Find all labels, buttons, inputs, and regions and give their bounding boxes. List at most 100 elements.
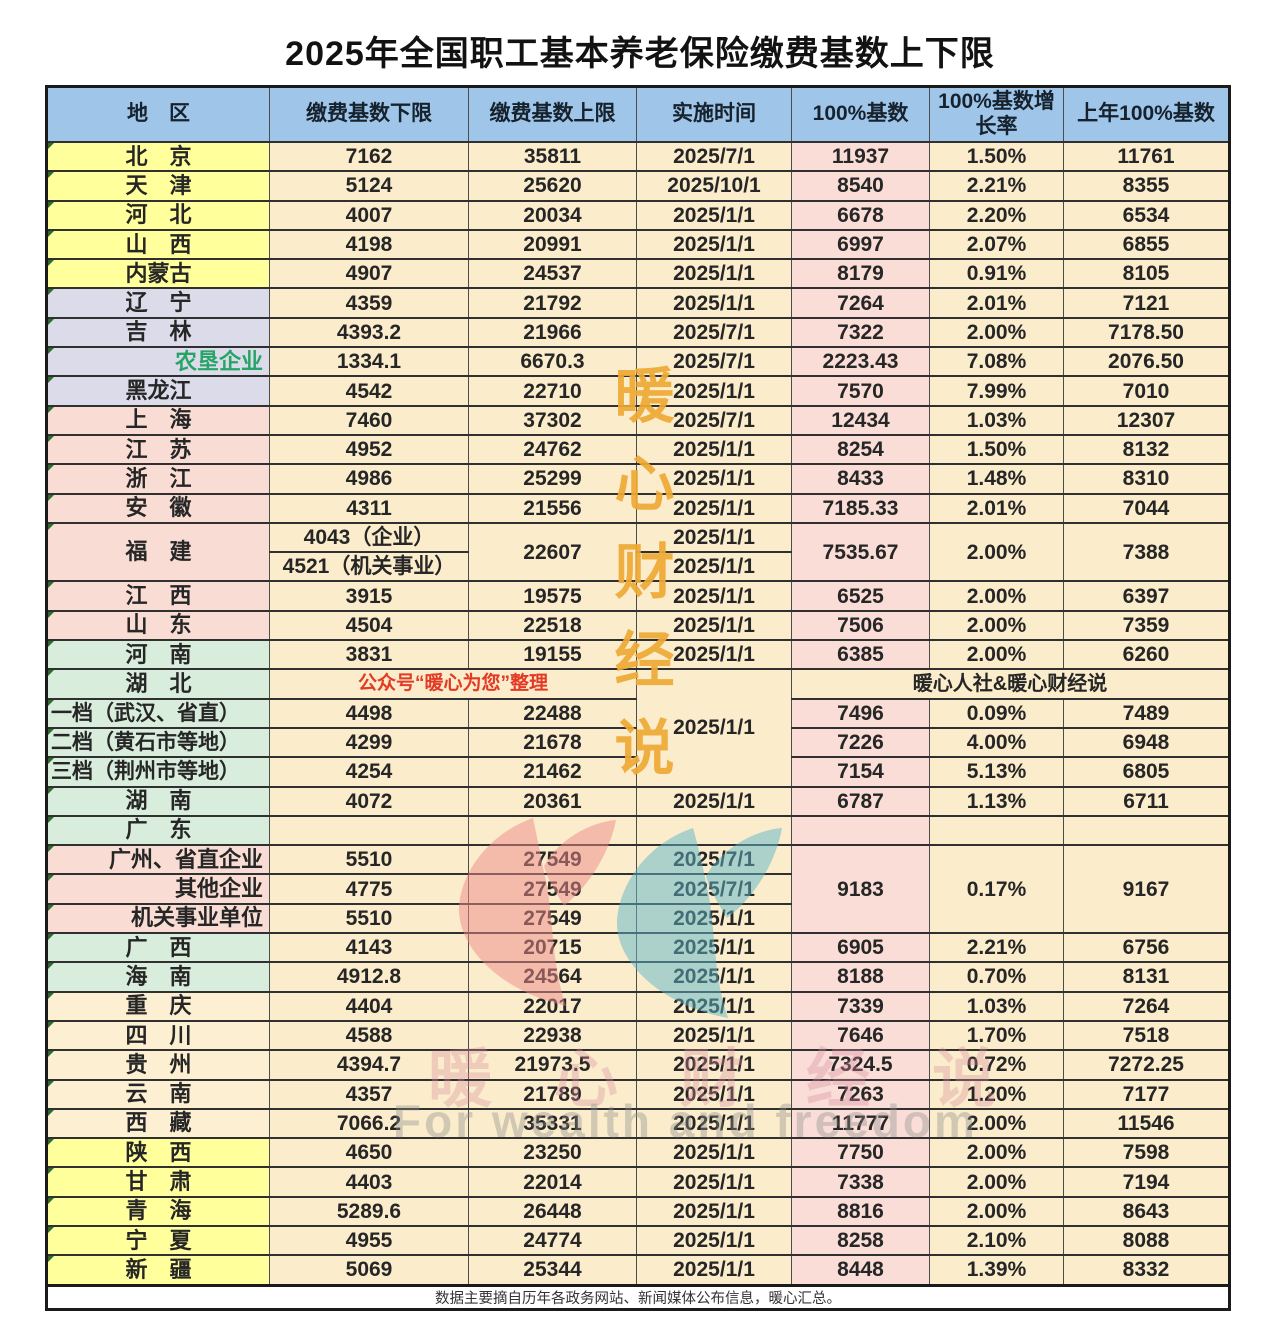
- header-region: 地 区: [46, 85, 270, 143]
- value-cell: 8188: [791, 961, 930, 993]
- value-cell: 4403: [269, 1166, 469, 1198]
- value-cell: 24762: [468, 433, 637, 466]
- region-cell: 江 苏: [46, 433, 270, 466]
- value-cell: 8540: [791, 170, 930, 202]
- region-cell: 新 疆: [46, 1254, 270, 1287]
- value-cell: 2025/7/1: [636, 140, 792, 173]
- value-cell: 5124: [269, 170, 469, 202]
- table-body: 北 京 7162 35811 2025/7/1 11937 1.50% 11761 天 津 51…: [46, 140, 1230, 1287]
- value-cell: 4393.2: [269, 316, 469, 349]
- value-cell: 4504: [269, 609, 469, 642]
- value-cell: 8355: [1063, 170, 1230, 202]
- value-cell: 7178.50: [1063, 316, 1230, 349]
- value-cell: 7121: [1063, 287, 1230, 319]
- value-cell: 6525: [791, 580, 930, 612]
- value-cell: 7264: [791, 287, 930, 319]
- value-cell: 6756: [1063, 932, 1230, 964]
- value-cell: 8258: [791, 1224, 930, 1257]
- value-cell: 4907: [269, 258, 469, 290]
- value-cell: [791, 814, 930, 847]
- region-cell: 湖 北: [46, 668, 270, 700]
- value-cell: 2025/1/1: [636, 287, 792, 319]
- value-cell: 2025/1/1: [636, 551, 792, 583]
- value-cell: 4043（企业）: [269, 521, 469, 554]
- table-row: 山 东 4504 22518 2025/1/1 7506 2.00% 7359: [46, 609, 1230, 642]
- value-cell: 2.00%: [929, 1166, 1064, 1198]
- table-row: 一档（武汉、省直） 4498 22488 7496 0.09% 7489: [46, 697, 1230, 729]
- value-cell: 2025/1/1: [636, 433, 792, 466]
- region-cell: 广 东: [46, 814, 270, 847]
- table-row: 二档（黄石市等地） 4299 21678 7226 4.00% 6948: [46, 726, 1230, 759]
- value-cell: 27549: [468, 902, 637, 935]
- table-row: 黑龙江 4542 22710 2025/1/1 7570 7.99% 7010: [46, 375, 1230, 407]
- table-row: 浙 江 4986 25299 2025/1/1 8433 1.48% 8310: [46, 463, 1230, 495]
- value-cell: 7.99%: [929, 375, 1064, 407]
- value-cell: 2025/1/1: [636, 1107, 792, 1140]
- table-row: 贵 州 4394.7 21973.5 2025/1/1 7324.5 0.72% 7272.…: [46, 1049, 1230, 1081]
- region-cell: 四 川: [46, 1019, 270, 1052]
- value-cell: 8816: [791, 1195, 930, 1227]
- value-cell: 2025/1/1: [636, 1195, 792, 1227]
- table-row: 广 西 4143 20715 2025/1/1 6905 2.21% 6756: [46, 932, 1230, 964]
- value-cell: 8179: [791, 258, 930, 290]
- table-row: 福 建 4043（企业） 22607 2025/1/1 7535.67 2.00% 7388: [46, 521, 1230, 583]
- table-row: 农垦企业 1334.1 6670.3 2025/7/1 2223.43 7.08% 2076…: [46, 346, 1230, 378]
- value-cell: 7154: [791, 756, 930, 788]
- value-cell: 3831: [269, 639, 469, 671]
- region-cell: 宁 夏: [46, 1224, 270, 1257]
- value-cell: 7388: [1063, 521, 1230, 583]
- table-row: 4521（机关事业） 2025/1/1: [47, 551, 1230, 583]
- value-cell: 4072: [269, 785, 469, 817]
- value-cell: 7570: [791, 375, 930, 407]
- value-cell: 11777: [791, 1107, 930, 1140]
- table-row: 广州、省直企业 5510 27549 2025/7/1 9183 0.17% 9167: [46, 844, 1230, 935]
- header-upper-limit: 缴费基数上限: [468, 85, 637, 143]
- value-cell: 5510: [269, 902, 469, 935]
- value-cell: 1.03%: [929, 990, 1064, 1022]
- value-cell: 2.00%: [929, 609, 1064, 642]
- value-cell: 2.00%: [929, 580, 1064, 612]
- table-row: 云 南 4357 21789 2025/1/1 7263 1.20% 7177: [46, 1078, 1230, 1110]
- value-cell: 4521（机关事业）: [269, 551, 469, 583]
- value-cell: 4952: [269, 433, 469, 466]
- value-cell: 7.08%: [929, 346, 1064, 378]
- value-cell: 8643: [1063, 1195, 1230, 1227]
- value-cell: 公众号“暖心为您”整理: [269, 668, 637, 700]
- region-cell: 山 东: [46, 609, 270, 642]
- value-cell: 20991: [468, 228, 637, 261]
- value-cell: 2025/1/1: [636, 228, 792, 261]
- value-cell: 21462: [468, 756, 637, 788]
- value-cell: 4299: [269, 726, 469, 759]
- value-cell: 27549: [468, 844, 637, 876]
- value-cell: 4359: [269, 287, 469, 319]
- value-cell: 2025/1/1: [636, 1049, 792, 1081]
- value-cell: 4143: [269, 932, 469, 964]
- value-cell: 7322: [791, 316, 930, 349]
- value-cell: 2.20%: [929, 199, 1064, 231]
- value-cell: 25344: [468, 1254, 637, 1287]
- region-cell: 海 南: [46, 961, 270, 993]
- value-cell: 8433: [791, 463, 930, 495]
- value-cell: 26448: [468, 1195, 637, 1227]
- value-cell: 4955: [269, 1224, 469, 1257]
- region-cell: 辽 宁: [46, 287, 270, 319]
- header-lower-limit: 缴费基数下限: [269, 85, 469, 143]
- header-growth-rate: 100%基数增长率: [929, 85, 1064, 143]
- value-cell: 4588: [269, 1019, 469, 1052]
- value-cell: [636, 814, 792, 847]
- value-cell: 2025/1/1: [636, 521, 792, 554]
- table-row: 西 藏 7066.2 35331 2025/1/1 11777 2.00% 11546: [46, 1107, 1230, 1140]
- value-cell: 7044: [1063, 492, 1230, 524]
- value-cell: 2.00%: [929, 316, 1064, 349]
- value-cell: 7359: [1063, 609, 1230, 642]
- table-row: 天 津 5124 25620 2025/10/1 8540 2.21% 8355: [46, 170, 1230, 202]
- value-cell: 24774: [468, 1224, 637, 1257]
- value-cell: 24537: [468, 258, 637, 290]
- value-cell: 12307: [1063, 404, 1230, 436]
- value-cell: 2025/7/1: [636, 844, 792, 876]
- value-cell: 7185.33: [791, 492, 930, 524]
- region-cell: 陕 西: [46, 1137, 270, 1169]
- table-row: 广 东: [46, 814, 1230, 847]
- region-cell: 重 庆: [46, 990, 270, 1022]
- value-cell: 7010: [1063, 375, 1230, 407]
